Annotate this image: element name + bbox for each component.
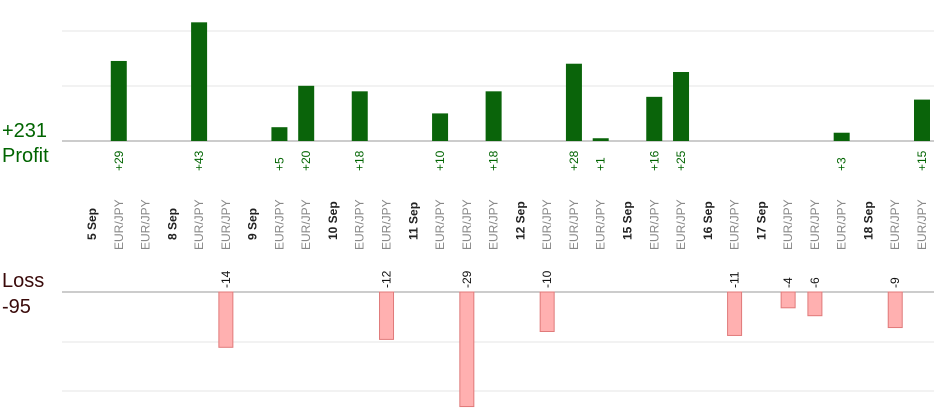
profit-value-label: +18 bbox=[353, 150, 367, 171]
profit-bar bbox=[432, 113, 449, 141]
loss-bar bbox=[807, 291, 823, 317]
profit-bar bbox=[191, 22, 208, 141]
loss-bar bbox=[539, 291, 555, 332]
pair-label: EUR/JPY bbox=[674, 199, 688, 250]
pair-label: EUR/JPY bbox=[460, 199, 474, 250]
date-label: 17 Sep bbox=[754, 201, 768, 240]
profit-value-label: +29 bbox=[112, 150, 126, 171]
pair-label: EUR/JPY bbox=[272, 199, 286, 250]
pair-label: EUR/JPY bbox=[835, 199, 849, 250]
loss-bar bbox=[887, 291, 903, 329]
pair-label: EUR/JPY bbox=[808, 199, 822, 250]
date-label: 8 Sep bbox=[165, 208, 179, 240]
date-label: 12 Sep bbox=[513, 201, 527, 240]
loss-bar bbox=[379, 291, 395, 340]
loss-value-label: -6 bbox=[808, 277, 822, 288]
bars bbox=[110, 22, 930, 408]
profit-value-label: +10 bbox=[433, 150, 447, 171]
loss-bar bbox=[218, 291, 234, 348]
profit-value-label: +28 bbox=[567, 150, 581, 171]
pair-label: EUR/JPY bbox=[299, 199, 313, 250]
profit-bar bbox=[914, 99, 930, 141]
pair-label: EUR/JPY bbox=[594, 199, 608, 250]
profit-total: +231 bbox=[2, 120, 48, 142]
profit-bar bbox=[298, 85, 315, 141]
loss-value-label: -4 bbox=[781, 277, 795, 288]
pair-label: EUR/JPY bbox=[728, 199, 742, 250]
profit-value-label: +3 bbox=[835, 157, 849, 171]
profit-bar bbox=[351, 91, 368, 141]
profit-value-label: +16 bbox=[647, 150, 661, 171]
pair-label: EUR/JPY bbox=[112, 199, 126, 250]
profit-caption: Profit bbox=[2, 145, 49, 167]
profit-value-label: +43 bbox=[192, 150, 206, 171]
date-label: 10 Sep bbox=[326, 201, 340, 240]
pair-label: EUR/JPY bbox=[540, 199, 554, 250]
pair-label: EUR/JPY bbox=[433, 199, 447, 250]
profit-value-label: +15 bbox=[915, 150, 929, 171]
loss-bar bbox=[459, 291, 475, 408]
profit-value-label: +18 bbox=[487, 150, 501, 171]
loss-total: -95 bbox=[2, 296, 31, 318]
pair-label: EUR/JPY bbox=[888, 199, 902, 250]
pair-label: EUR/JPY bbox=[192, 199, 206, 250]
date-label: 5 Sep bbox=[85, 208, 99, 240]
profit-bar bbox=[110, 60, 127, 141]
pair-label: EUR/JPY bbox=[380, 199, 394, 250]
date-label: 15 Sep bbox=[620, 201, 634, 240]
loss-value-label: -10 bbox=[540, 270, 554, 288]
profit-bar bbox=[271, 127, 288, 141]
date-label: 16 Sep bbox=[701, 201, 715, 240]
profit-bar bbox=[592, 138, 609, 141]
grid-lines bbox=[62, 30, 934, 392]
profit-value-label: +1 bbox=[594, 157, 608, 171]
loss-bar bbox=[727, 291, 743, 336]
profit-bar bbox=[565, 63, 582, 141]
pair-label: EUR/JPY bbox=[353, 199, 367, 250]
loss-caption: Loss bbox=[2, 270, 45, 292]
loss-value-label: -9 bbox=[888, 277, 902, 288]
pair-label: EUR/JPY bbox=[139, 199, 153, 250]
pair-label: EUR/JPY bbox=[781, 199, 795, 250]
date-label: 18 Sep bbox=[861, 201, 875, 240]
pair-label: EUR/JPY bbox=[567, 199, 581, 250]
pair-label: EUR/JPY bbox=[915, 199, 929, 250]
date-label: 11 Sep bbox=[406, 202, 420, 240]
loss-value-label: -11 bbox=[728, 271, 742, 288]
loss-value-label: -29 bbox=[460, 270, 474, 288]
loss-bar bbox=[780, 291, 796, 309]
profit-bar bbox=[646, 96, 663, 141]
loss-value-label: -12 bbox=[380, 270, 394, 288]
profit-bar bbox=[673, 72, 690, 141]
profit-bar bbox=[833, 132, 850, 141]
labels: 5 Sep EUR/JPY +29 EUR/JPY 8 Sep EUR/JPY +43 EUR… bbox=[85, 150, 929, 288]
profit-value-label: +25 bbox=[674, 150, 688, 171]
pair-label: EUR/JPY bbox=[487, 199, 501, 250]
profit-bar bbox=[485, 91, 502, 141]
loss-value-label: -14 bbox=[219, 270, 233, 288]
pair-label: EUR/JPY bbox=[647, 199, 661, 250]
date-label: 9 Sep bbox=[246, 208, 260, 240]
profit-value-label: +20 bbox=[299, 150, 313, 171]
profit-value-label: +5 bbox=[272, 157, 286, 171]
pair-label: EUR/JPY bbox=[219, 199, 233, 250]
